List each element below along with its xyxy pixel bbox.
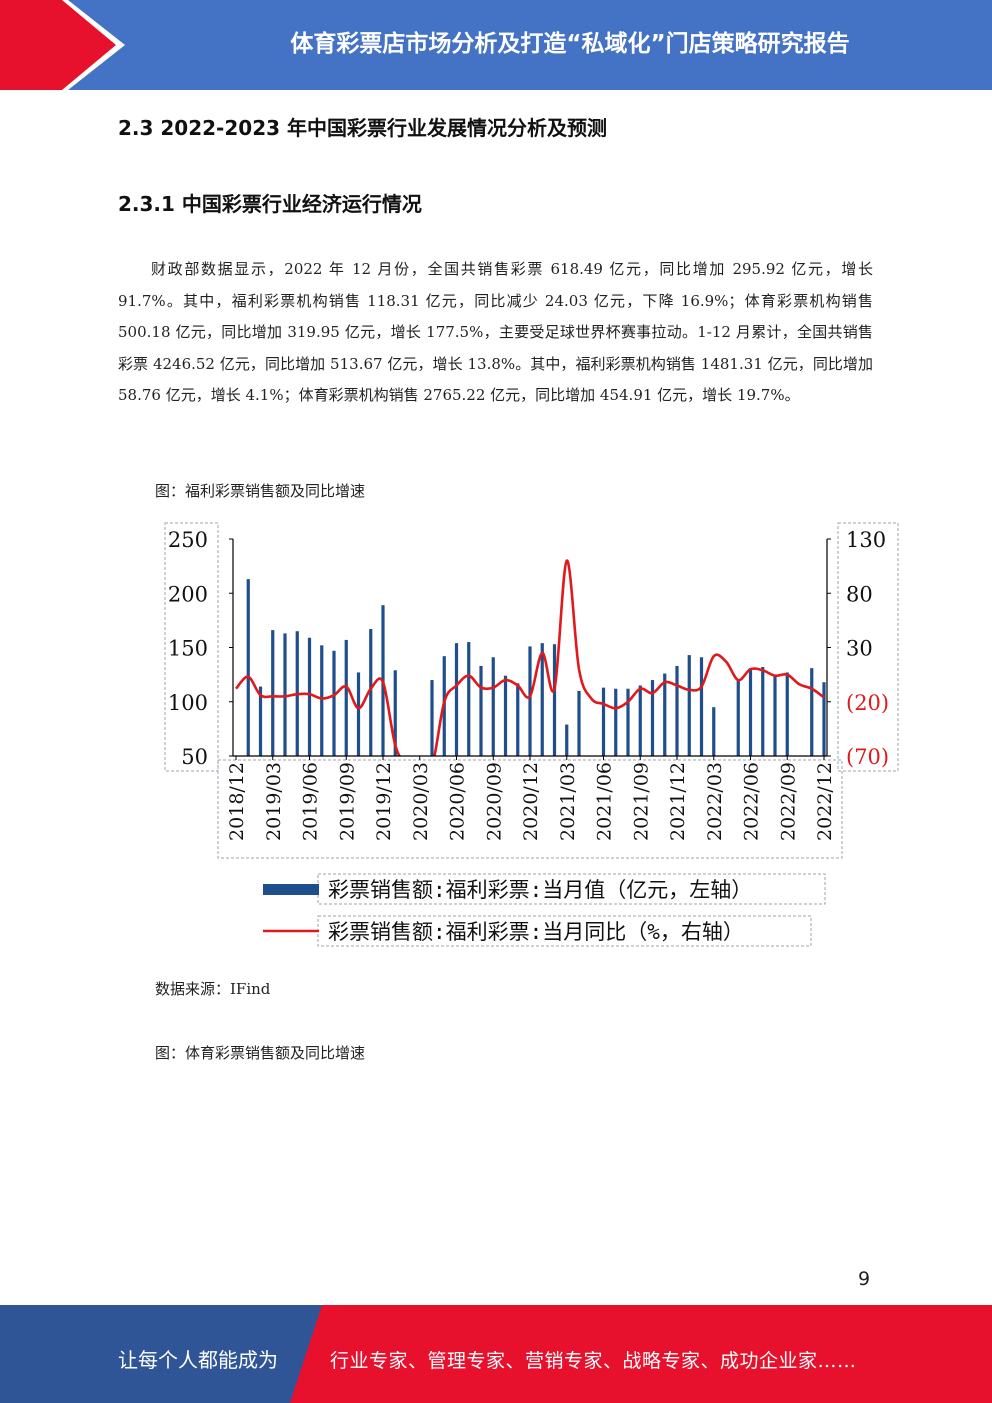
right-axis-frame [837, 522, 899, 772]
bar-2019/03 [271, 630, 275, 756]
bar-2019/01 [246, 579, 250, 756]
x-tick-label: 2020/09 [483, 762, 505, 841]
x-tick-label: 2021/06 [594, 762, 616, 841]
bar-2022/07 [761, 667, 765, 756]
bar-2022/12 [822, 682, 826, 756]
bar-2020/10 [503, 675, 508, 756]
footer-band [0, 1305, 992, 1403]
bar-2021/06 [601, 687, 606, 756]
legend-label-2: 彩票销售额:福利彩票:当月同比（%，右轴） [328, 920, 744, 944]
left-axis-frame [164, 522, 219, 772]
bar-2021/08 [626, 688, 630, 756]
x-tick-label: 2022/09 [777, 762, 799, 841]
left-tick-label: 100 [168, 691, 208, 715]
right-tick-label: (70) [846, 745, 889, 769]
welfare-lottery-chart: 250 200 150 100 50 130 80 30 (20) (70) 2018/12 2019… [164, 522, 899, 947]
legend-frame-1 [317, 873, 826, 905]
left-tick-label: 150 [168, 637, 208, 661]
bar-2021/12 [675, 665, 679, 756]
x-tick-label: 2022/06 [741, 762, 763, 841]
x-tick-label: 2018/12 [226, 762, 248, 841]
bar-2019/09 [344, 639, 348, 756]
x-tick-label: 2020/12 [520, 762, 542, 841]
yoy-growth-line [235, 559, 825, 756]
bar-2021/11 [663, 673, 667, 756]
x-tick-label: 2019/03 [263, 762, 285, 841]
bar-2019/07 [320, 645, 324, 756]
bar-2020/07 [467, 642, 471, 756]
legend-label-1: 彩票销售额:福利彩票:当月值（亿元，左轴） [328, 878, 752, 902]
bar-2022/09 [785, 672, 789, 756]
figure1-source: 数据来源：IFind [155, 980, 271, 998]
x-tick-label: 2020/03 [410, 762, 432, 841]
bar-2020/04 [430, 680, 434, 756]
right-tick-label: 80 [846, 582, 873, 606]
bar-2022/02 [699, 657, 704, 756]
footer-slogan-right: 行业专家、管理专家、营销专家、战略专家、成功企业家…… [330, 1350, 857, 1372]
bar-2020/11 [516, 683, 520, 756]
header-band [0, 0, 992, 90]
bar-2022/08 [773, 674, 777, 756]
bar-2021/07 [614, 688, 618, 756]
x-tick-label: 2022/03 [704, 762, 726, 841]
bar-2021/02 [552, 644, 557, 756]
x-tick-label: 2021/12 [667, 762, 689, 841]
subsection-heading: 2.3.1 中国彩票行业经济运行情况 [118, 192, 422, 216]
bar-2021/01 [540, 643, 544, 756]
bar-2021/09 [638, 685, 642, 756]
legend-bar-swatch [263, 884, 319, 895]
left-tick-label: 50 [181, 745, 208, 769]
x-tick-label: 2019/06 [300, 762, 322, 841]
bar-2019/06 [307, 637, 312, 756]
bar-2019/10 [356, 672, 361, 756]
x-tick-label: 2021/03 [557, 762, 579, 841]
header-red-arrow [0, 0, 125, 90]
left-tick-label: 200 [168, 582, 208, 606]
x-tick-label: 2019/09 [336, 762, 358, 841]
bar-2019/04 [283, 633, 287, 756]
section-heading: 2.3 2022-2023 年中国彩票行业发展情况分析及预测 [118, 116, 607, 140]
bar-2020/09 [491, 657, 495, 756]
x-tick-label: 2021/09 [630, 762, 652, 841]
left-tick-label: 250 [168, 528, 208, 552]
figure2-caption: 图：体育彩票销售额及同比增速 [155, 1044, 366, 1062]
bar-2020/12 [528, 646, 532, 756]
bar-2020/06 [454, 643, 459, 756]
bar-2021/10 [650, 680, 655, 756]
x-tick-label: 2019/12 [373, 762, 395, 841]
bar-2022/03 [712, 707, 716, 756]
bar-2022/05 [736, 680, 740, 756]
footer-slogan-left: 让每个人都能成为 [118, 1348, 278, 1372]
page-number: 9 [858, 1268, 871, 1290]
bar-2022/06 [748, 668, 753, 756]
right-tick-label: 30 [846, 637, 873, 661]
bar-2022/11 [810, 668, 814, 756]
bar-2019/02 [258, 686, 263, 756]
x-tick-label: 2022/12 [814, 762, 836, 841]
bar-2022/01 [687, 655, 691, 756]
body-paragraph: 财政部数据显示，2022 年 12 月份，全国共销售彩票 618.49 亿元，同… [118, 260, 873, 404]
right-tick-label: 130 [846, 528, 886, 552]
right-tick-label: (20) [846, 691, 889, 715]
header-title: 体育彩票店市场分析及打造“私域化”门店策略研究报告 [290, 31, 850, 57]
x-tick-label: 2020/06 [447, 762, 469, 841]
bar-2019/08 [332, 650, 336, 756]
bar-2020/08 [479, 665, 483, 756]
figure1-caption: 图：福利彩票销售额及同比增速 [155, 482, 366, 500]
bar-2020/01 [393, 670, 397, 756]
bar-2021/04 [577, 690, 581, 756]
bar-2021/03 [565, 724, 569, 756]
bar-2019/11 [369, 629, 373, 756]
